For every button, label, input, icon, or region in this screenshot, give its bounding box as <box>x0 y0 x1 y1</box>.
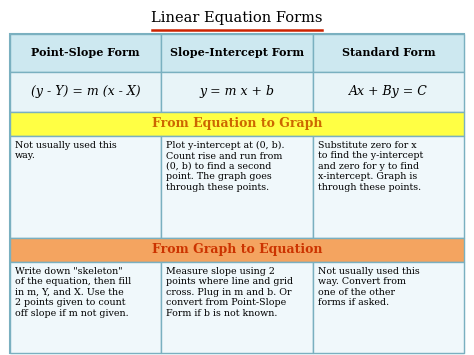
Bar <box>161 262 313 353</box>
Text: Not usually used this
way. Convert from
one of the other
forms if asked.: Not usually used this way. Convert from … <box>318 267 419 307</box>
Bar <box>10 34 161 72</box>
Text: From Equation to Graph: From Equation to Graph <box>152 118 322 131</box>
Text: Not usually used this
way.: Not usually used this way. <box>15 141 117 160</box>
Bar <box>10 72 161 112</box>
Text: Point-Slope Form: Point-Slope Form <box>31 48 140 59</box>
Bar <box>313 262 464 353</box>
Text: Plot y-intercept at (0, b).
Count rise and run from
(0, b) to find a second
poin: Plot y-intercept at (0, b). Count rise a… <box>166 141 285 192</box>
Bar <box>161 136 313 238</box>
Text: y = m x + b: y = m x + b <box>200 86 274 98</box>
Bar <box>313 34 464 72</box>
Bar <box>10 34 464 353</box>
Text: Measure slope using 2
points where line and grid
cross. Plug in m and b. Or
conv: Measure slope using 2 points where line … <box>166 267 293 318</box>
Text: Substitute zero for x
to find the y-intercept
and zero for y to find
x-intercept: Substitute zero for x to find the y-inte… <box>318 141 423 192</box>
Bar <box>161 72 313 112</box>
Bar <box>161 34 313 72</box>
Text: Slope-Intercept Form: Slope-Intercept Form <box>170 48 304 59</box>
Text: Ax + By = C: Ax + By = C <box>349 86 428 98</box>
Text: From Graph to Equation: From Graph to Equation <box>152 244 322 257</box>
Text: Write down "skeleton"
of the equation, then fill
in m, Y, and X. Use the
2 point: Write down "skeleton" of the equation, t… <box>15 267 131 318</box>
Bar <box>313 136 464 238</box>
Text: Standard Form: Standard Form <box>342 48 435 59</box>
Text: Linear Equation Forms: Linear Equation Forms <box>151 11 323 25</box>
Bar <box>313 72 464 112</box>
Bar <box>10 136 161 238</box>
Bar <box>10 238 464 262</box>
Bar <box>10 262 161 353</box>
Bar <box>10 112 464 136</box>
Text: (y - Y) = m (x - X): (y - Y) = m (x - X) <box>31 86 140 98</box>
